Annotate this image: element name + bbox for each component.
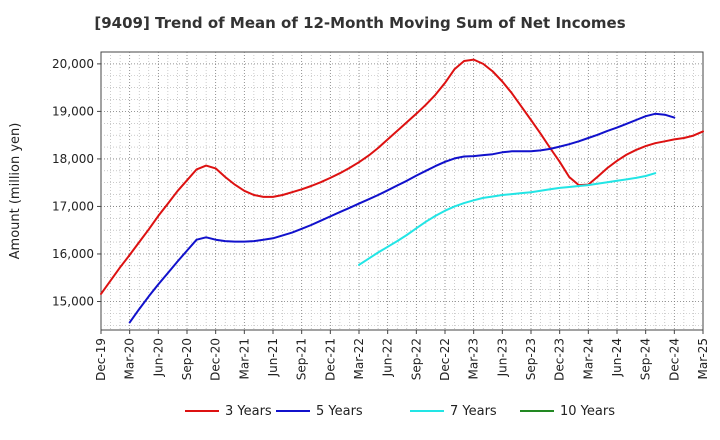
x-tick-label: Jun-20 (151, 338, 165, 377)
y-tick-label: 15,000 (52, 294, 94, 308)
plot-area (100, 51, 704, 331)
series-line-3-years (100, 58, 704, 295)
x-tick-label: Sep-20 (180, 338, 194, 380)
series-line-5-years (128, 112, 676, 324)
x-tick-label: Dec-20 (209, 338, 223, 381)
legend-label-10-years: 10 Years (560, 404, 615, 419)
x-tick-label: Dec-22 (438, 338, 452, 381)
legend-label-3-years: 3 Years (225, 404, 272, 419)
chart-title: [9409] Trend of Mean of 12-Month Moving … (94, 14, 626, 32)
legend-label-5-years: 5 Years (316, 404, 363, 419)
x-tick-label: Mar-23 (467, 338, 481, 379)
x-tick-label: Mar-25 (696, 338, 710, 379)
x-tick-label: Jun-21 (266, 338, 280, 377)
x-tick-label: Sep-21 (295, 338, 309, 380)
x-tick-label: Jun-22 (381, 338, 395, 377)
y-tick-label: 20,000 (52, 57, 94, 71)
x-tick-label: Sep-23 (524, 338, 538, 380)
x-tick-label: Sep-24 (639, 338, 653, 380)
x-tick-label: Mar-24 (581, 338, 595, 379)
x-tick-label: Jun-24 (610, 338, 624, 377)
x-tick-label: Mar-20 (123, 338, 137, 379)
y-tick-label: 17,000 (52, 199, 94, 213)
y-tick-label: 18,000 (52, 152, 94, 166)
x-tick-label: Mar-21 (237, 338, 251, 379)
series-line-7-years (358, 172, 657, 266)
x-tick-label: Dec-21 (323, 338, 337, 381)
y-tick-label: 19,000 (52, 104, 94, 118)
x-tick-label: Mar-22 (352, 338, 366, 379)
x-tick-label: Jun-23 (495, 338, 509, 377)
y-axis-title: Amount (million yen) (8, 123, 23, 260)
y-tick-label: 16,000 (52, 247, 94, 261)
x-tick-label: Sep-22 (409, 338, 423, 380)
legend-label-7-years: 7 Years (450, 404, 497, 419)
x-tick-label: Dec-19 (94, 338, 108, 381)
x-tick-label: Dec-23 (553, 338, 567, 381)
x-tick-label: Dec-24 (667, 338, 681, 381)
